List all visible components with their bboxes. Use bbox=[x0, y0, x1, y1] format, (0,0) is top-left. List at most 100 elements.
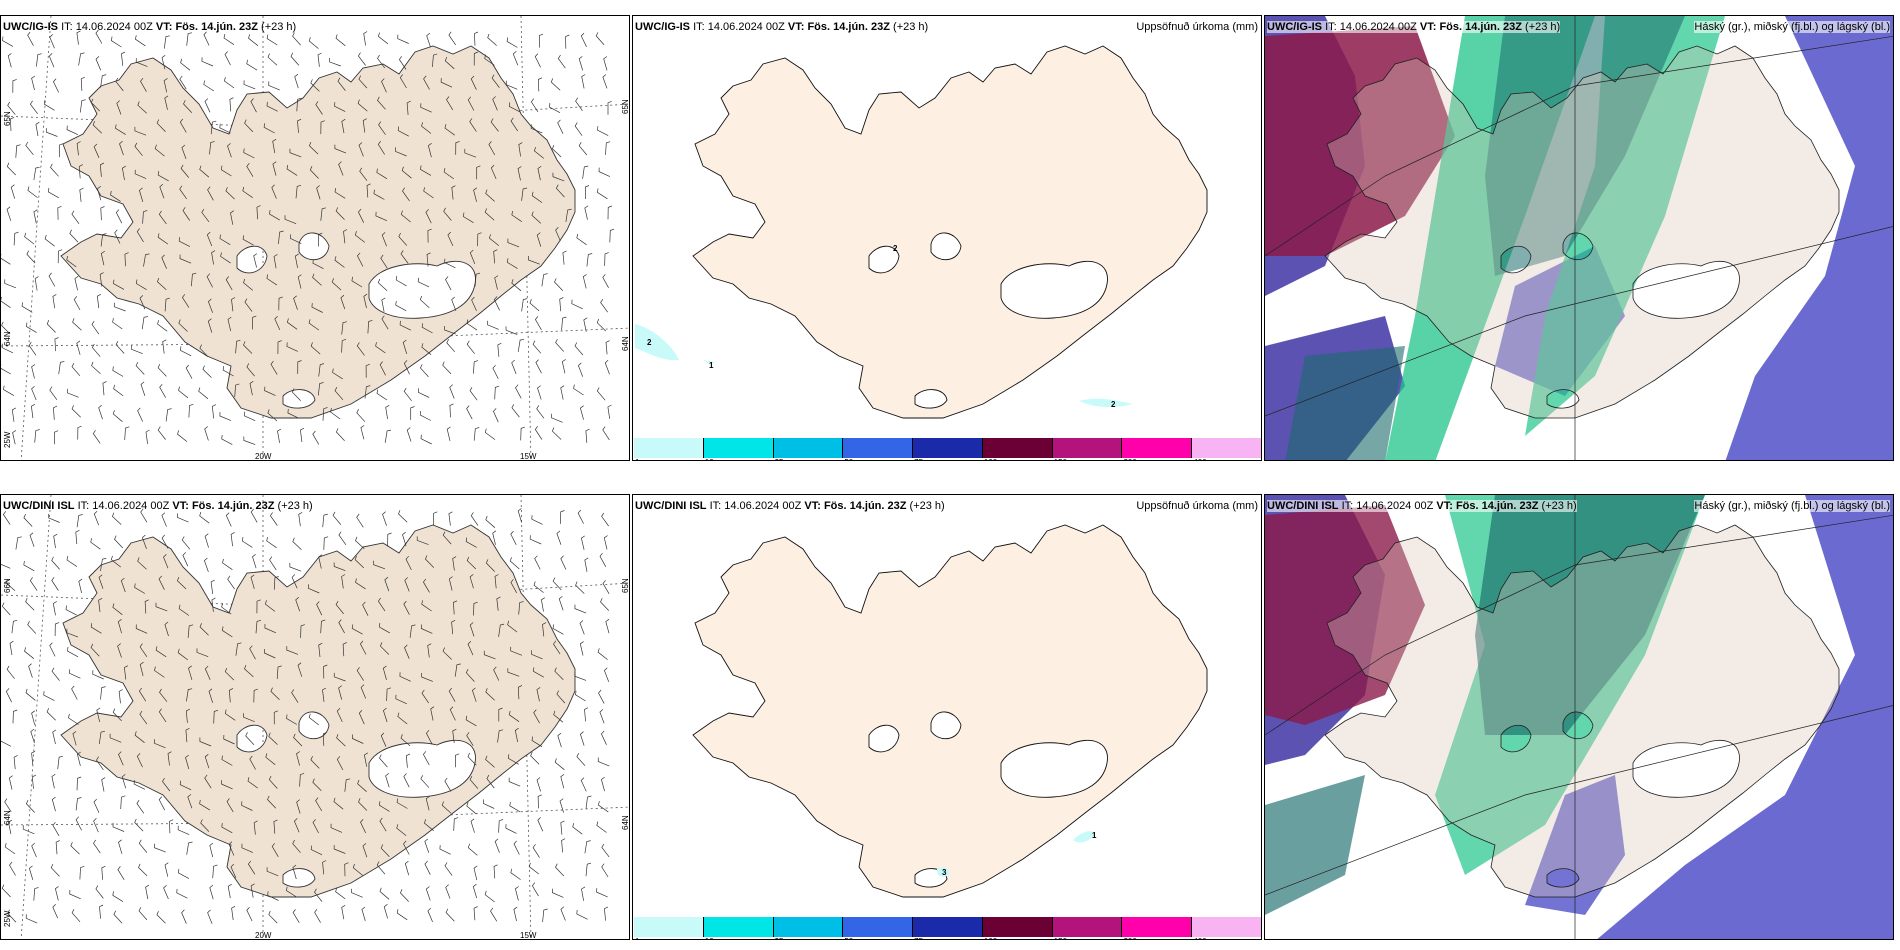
wind-barb bbox=[113, 279, 125, 290]
wind-barb bbox=[484, 208, 495, 221]
wind-barb bbox=[204, 98, 211, 113]
wind-barb bbox=[90, 98, 100, 112]
wind-barb bbox=[532, 844, 540, 858]
wind-barb bbox=[464, 148, 477, 158]
wind-barb bbox=[227, 143, 232, 158]
wind-barb bbox=[493, 296, 500, 311]
wind-barb bbox=[530, 98, 539, 113]
wind-barb bbox=[1, 736, 12, 747]
panel-header: UWC/IG-IS IT: 14.06.2024 00Z VT: Fös. 14… bbox=[3, 21, 297, 33]
wind-barb bbox=[246, 59, 258, 71]
wind-barb bbox=[552, 577, 562, 591]
colorbar-label: 100 bbox=[984, 458, 997, 460]
wind-barb bbox=[241, 843, 254, 853]
wind-barb bbox=[329, 57, 341, 67]
wind-barb bbox=[333, 844, 346, 854]
wind-barb bbox=[48, 513, 60, 523]
wind-barb bbox=[314, 908, 321, 923]
wind-barb bbox=[603, 667, 610, 682]
wind-barb bbox=[141, 534, 147, 550]
wind-barb bbox=[387, 532, 392, 547]
wind-barb bbox=[256, 599, 261, 614]
wind-barb bbox=[375, 342, 386, 354]
wind-barb bbox=[209, 842, 214, 858]
wind-barb bbox=[605, 340, 610, 355]
wind-barb bbox=[551, 413, 563, 423]
wind-barb bbox=[600, 776, 605, 792]
mid-cloud-area bbox=[1475, 495, 1705, 735]
wind-barb bbox=[66, 556, 78, 567]
wind-barb bbox=[379, 817, 387, 832]
wind-barb bbox=[110, 555, 122, 568]
wind-barb bbox=[9, 861, 16, 876]
wind-barb bbox=[98, 730, 105, 745]
wind-barb bbox=[57, 249, 63, 264]
wind-barb bbox=[272, 161, 277, 176]
precip-contour-label: 2 bbox=[647, 338, 652, 347]
wind-barb bbox=[439, 845, 451, 855]
wind-barb bbox=[28, 865, 34, 880]
wind-barb bbox=[398, 232, 408, 246]
wind-barb bbox=[430, 706, 435, 721]
wind-barb bbox=[469, 775, 479, 789]
cloud-cover-map bbox=[1265, 16, 1893, 460]
wind-barb bbox=[537, 817, 544, 832]
wind-barb bbox=[536, 405, 545, 419]
wind-barb bbox=[556, 690, 566, 704]
wind-barb bbox=[521, 298, 528, 312]
wind-barb bbox=[560, 385, 565, 400]
colorbar-segment: 100 bbox=[982, 917, 1053, 939]
wind-barb bbox=[34, 429, 40, 443]
wind-barb bbox=[322, 860, 327, 875]
wind-barb bbox=[597, 648, 608, 660]
wind-barb bbox=[465, 668, 475, 682]
wind-barb bbox=[158, 210, 167, 225]
wind-barb bbox=[315, 101, 323, 115]
wind-barb bbox=[11, 619, 18, 634]
wind-barb bbox=[181, 294, 190, 308]
wind-barb bbox=[584, 840, 591, 854]
wind-barb bbox=[427, 907, 433, 923]
wind-barb bbox=[315, 797, 323, 812]
wind-barb bbox=[2, 511, 11, 525]
wind-barb bbox=[177, 868, 190, 879]
wind-barb bbox=[24, 647, 35, 659]
wind-barb bbox=[473, 865, 478, 880]
wind-barb bbox=[467, 843, 478, 856]
cloud-map-panel-ig: UWC/IG-IS IT: 14.06.2024 00Z VT: Fös. 14… bbox=[1264, 15, 1894, 461]
wind-barb bbox=[316, 185, 321, 200]
wind-barb bbox=[466, 732, 474, 746]
wind-barb bbox=[490, 118, 499, 132]
wind-barb bbox=[312, 259, 324, 270]
wind-barb bbox=[420, 434, 432, 445]
wind-barb bbox=[185, 754, 190, 770]
wind-barb bbox=[122, 165, 126, 181]
wind-barb bbox=[497, 342, 502, 357]
wind-barb bbox=[582, 165, 589, 179]
wind-barb bbox=[140, 508, 148, 523]
wind-barb bbox=[420, 775, 430, 788]
wind-barb bbox=[517, 166, 522, 181]
wind-barb bbox=[549, 103, 561, 114]
colorbar-segment: 10 bbox=[703, 917, 774, 939]
wind-barb bbox=[578, 56, 584, 71]
wind-barb bbox=[551, 427, 562, 440]
wind-barb bbox=[266, 34, 278, 46]
wind-barb bbox=[96, 707, 101, 722]
wind-barb bbox=[444, 325, 456, 335]
wind-barb bbox=[287, 408, 299, 419]
wind-barb bbox=[375, 211, 388, 222]
wind-barb bbox=[403, 773, 410, 788]
wind-barb bbox=[178, 319, 188, 332]
wind-barb bbox=[164, 95, 169, 110]
wind-barb bbox=[158, 796, 166, 811]
wind-barb bbox=[176, 888, 188, 899]
wind-barb bbox=[357, 779, 367, 792]
wind-barb bbox=[466, 319, 478, 331]
wind-barb bbox=[528, 862, 540, 875]
wind-barb bbox=[336, 734, 346, 747]
wind-barb bbox=[267, 891, 279, 901]
wind-barb bbox=[54, 430, 59, 445]
wind-barb bbox=[318, 232, 323, 247]
wind-barb bbox=[541, 597, 545, 612]
